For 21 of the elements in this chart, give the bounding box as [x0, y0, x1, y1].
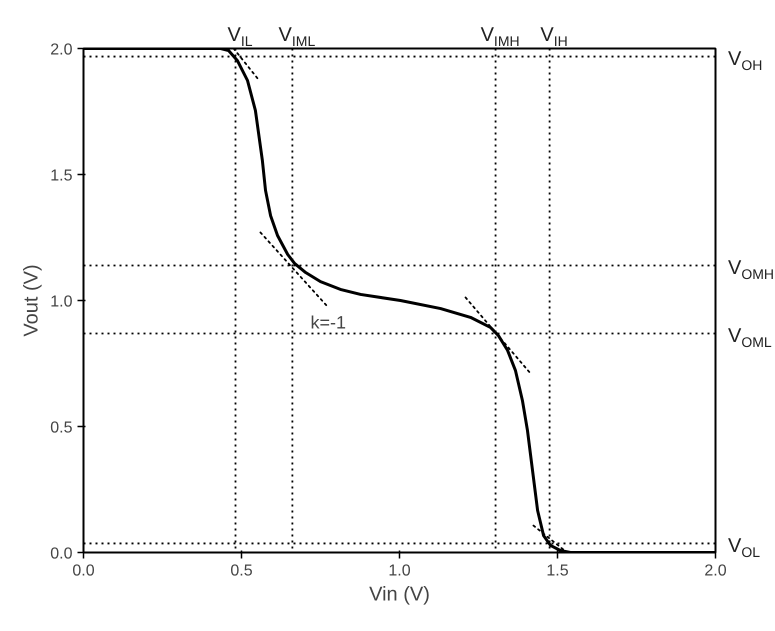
x-tick-label: 0.0	[72, 562, 95, 580]
y-tick-label: 0.5	[50, 420, 73, 436]
ref-line-label: V$_{IMH}$	[480, 23, 520, 51]
annotation: k=-1	[310, 312, 346, 332]
y-tick-label: 1.0	[50, 294, 73, 310]
ref-line-label: V$_{IML}$	[278, 23, 316, 51]
ref-line-label: V$_{OL}$	[728, 534, 760, 562]
y-tick-label: 0.0	[50, 546, 73, 562]
ref-line-label: V$_{IL}$	[227, 23, 253, 51]
ref-line-label: V$_{OH}$	[728, 47, 762, 76]
y-tick-label: 1.5	[50, 168, 73, 184]
y-axis-title: Vout (V)	[20, 264, 42, 337]
x-tick-label: 0.5	[230, 562, 253, 580]
ref-line-label: V$_{OML}$	[728, 324, 772, 352]
y-tick-label: 2.0	[50, 42, 73, 58]
ref-line-label: V$_{OMH}$	[728, 256, 774, 284]
x-tick-label: 1.5	[546, 562, 569, 580]
x-axis-title: Vin (V)	[369, 584, 430, 606]
x-tick-label: 1.0	[388, 562, 411, 580]
x-tick-label: 2.0	[704, 562, 727, 580]
ref-line-label: V$_{IH}$	[540, 23, 568, 51]
